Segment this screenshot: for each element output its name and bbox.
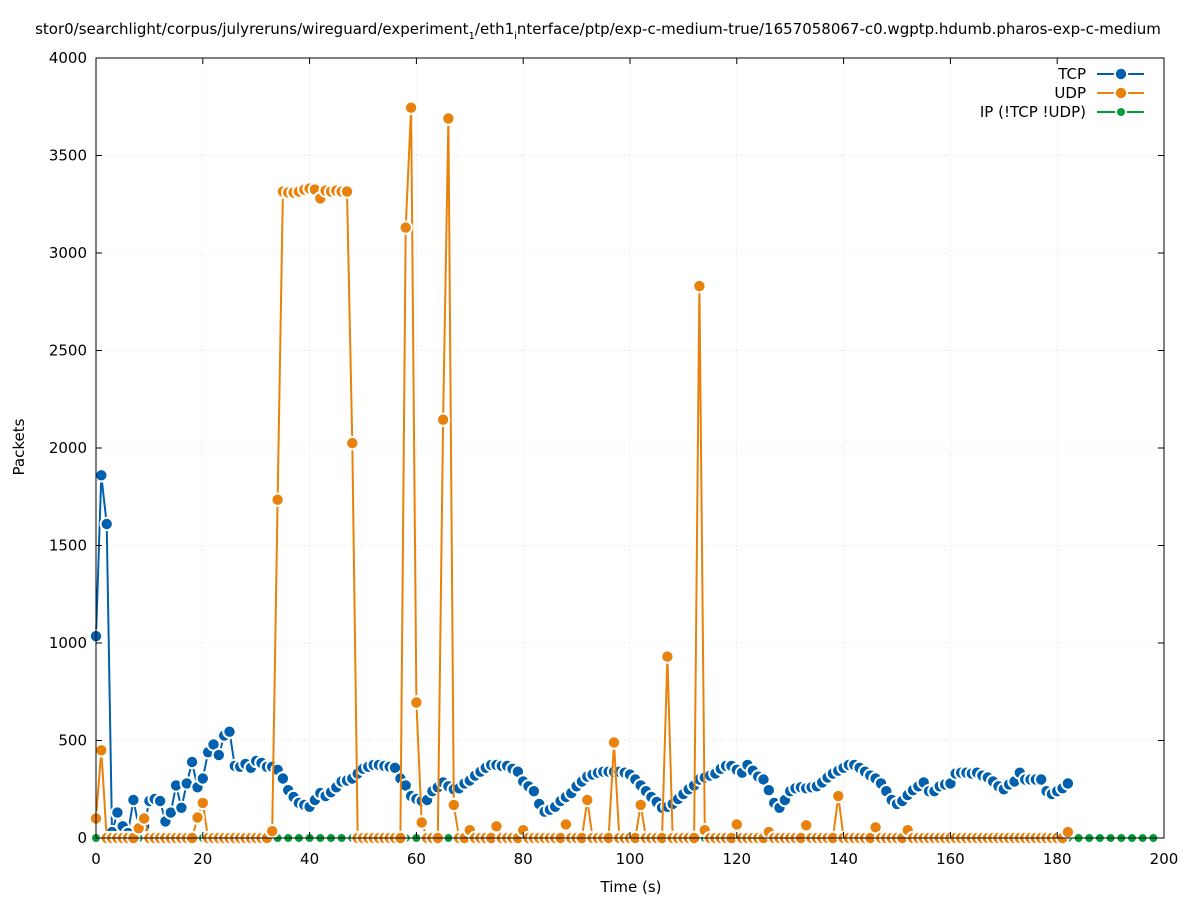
- data-point: [558, 817, 574, 832]
- data-point: [195, 795, 211, 811]
- x-tick-label: 60: [407, 850, 426, 868]
- data-point: [489, 819, 504, 834]
- x-axis-label: Time (s): [600, 878, 662, 896]
- data-point: [799, 818, 814, 833]
- data-point: [1034, 772, 1049, 787]
- y-axis-label: Packets: [10, 418, 28, 475]
- x-tick-label: 160: [936, 850, 965, 868]
- y-tick-label: 1000: [49, 634, 87, 652]
- data-point: [1060, 776, 1076, 791]
- y-tick-label: 3500: [49, 147, 87, 165]
- legend-item: TCP: [1057, 65, 1144, 83]
- y-tick-label: 2000: [49, 439, 87, 457]
- data-point: [633, 797, 648, 813]
- data-point: [660, 649, 675, 664]
- data-point: [446, 797, 461, 813]
- data-point: [398, 220, 413, 235]
- x-tick-label: 100: [616, 850, 645, 868]
- data-point: [339, 184, 355, 199]
- x-tick-label: 20: [193, 850, 212, 868]
- data-point: [265, 824, 280, 839]
- data-point: [94, 468, 109, 483]
- x-tick-label: 200: [1150, 850, 1179, 868]
- data-point: [441, 111, 456, 126]
- data-point: [761, 783, 776, 798]
- data-point: [126, 792, 141, 808]
- data-point: [211, 747, 227, 763]
- data-point: [110, 805, 125, 820]
- y-tick-label: 1500: [49, 537, 87, 555]
- data-point: [729, 817, 744, 832]
- x-tick-label: 180: [1043, 850, 1072, 868]
- data-point: [580, 792, 595, 808]
- x-tick-label: 80: [514, 850, 533, 868]
- data-point: [190, 810, 205, 825]
- legend-label: TCP: [1057, 65, 1086, 83]
- data-point: [174, 800, 189, 815]
- data-point: [435, 412, 451, 427]
- data-point: [403, 100, 419, 115]
- data-point: [222, 724, 237, 739]
- axes: 0 20 40 60 80 100 120 140 160 180 2000500100015002…: [49, 49, 1179, 868]
- data-point: [1060, 824, 1076, 840]
- data-point: [184, 754, 200, 770]
- legend-marker: [1115, 106, 1127, 118]
- y-tick-label: 0: [77, 829, 87, 847]
- data-point: [270, 492, 285, 507]
- data-point: [94, 743, 109, 758]
- data-point: [275, 771, 291, 786]
- data-point: [345, 435, 360, 451]
- y-tick-label: 4000: [49, 49, 87, 67]
- x-tick-label: 40: [300, 850, 319, 868]
- legend-item: IP (!TCP !UDP): [980, 103, 1144, 121]
- legend-label: IP (!TCP !UDP): [980, 103, 1086, 121]
- data-point: [831, 788, 846, 804]
- legend-item: UDP: [1054, 84, 1144, 102]
- data-point: [692, 278, 707, 294]
- x-tick-label: 0: [91, 850, 101, 868]
- y-tick-label: 3000: [49, 244, 87, 262]
- x-tick-label: 120: [722, 850, 751, 868]
- data-point: [409, 695, 424, 710]
- y-tick-label: 2500: [49, 342, 87, 360]
- legend-marker: [1113, 66, 1129, 82]
- data-point: [606, 735, 622, 750]
- data-point: [99, 516, 114, 532]
- series-tcp: [88, 468, 1076, 841]
- data-point: [414, 815, 429, 830]
- x-tick-label: 140: [829, 850, 858, 868]
- data-point: [136, 811, 152, 826]
- data-point: [195, 771, 211, 786]
- data-point: [526, 784, 542, 799]
- legend-marker: [1113, 85, 1129, 101]
- data-point: [152, 793, 168, 809]
- chart-title: stor0/searchlight/corpus/julyreruns/wire…: [35, 20, 1161, 42]
- y-tick-label: 500: [58, 732, 87, 750]
- legend-label: UDP: [1054, 84, 1086, 102]
